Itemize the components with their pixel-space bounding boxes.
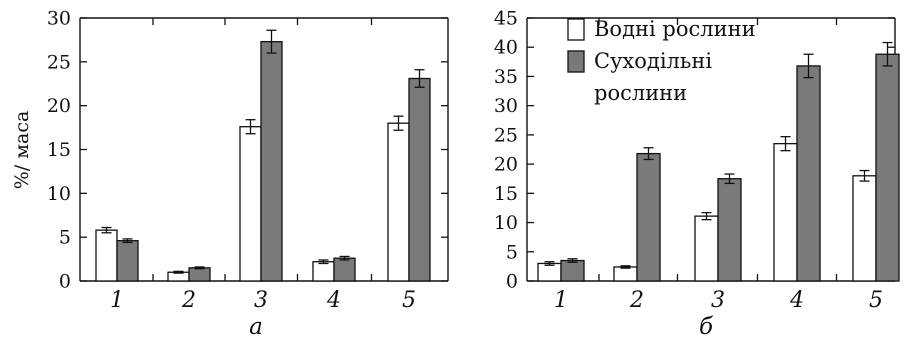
bar — [613, 266, 638, 282]
y-axis-label: %/ маса — [11, 111, 33, 190]
bar — [239, 126, 262, 282]
y-tick-label: 45 — [494, 8, 518, 30]
bar — [116, 240, 139, 282]
x-tick-label: 2 — [629, 288, 644, 313]
bar — [260, 41, 283, 282]
x-tick-label: 1 — [554, 288, 568, 313]
y-tick-label: 15 — [47, 139, 71, 161]
y-tick-label: 25 — [47, 51, 71, 73]
legend-label: Водні рослини — [594, 17, 756, 41]
y-tick-label: 5 — [59, 227, 71, 249]
y-tick-label: 5 — [506, 241, 518, 263]
x-tick-label: 3 — [254, 288, 268, 313]
bar — [188, 267, 211, 282]
y-tick-label: 15 — [494, 183, 518, 205]
legend-label-line2: рослини — [594, 81, 687, 105]
bar — [796, 65, 821, 282]
bar — [408, 77, 431, 282]
x-tick-label: 1 — [110, 288, 124, 313]
x-tick-label: 4 — [789, 288, 804, 313]
x-tick-label: 5 — [402, 288, 416, 313]
bar — [717, 178, 742, 282]
chart-panel-a: 0 5 10 15 20 25 30 1 2 3 4 5 %/ маса а — [11, 8, 449, 340]
bar — [852, 175, 877, 282]
bar — [773, 143, 798, 282]
y-tick-label: 10 — [47, 183, 71, 205]
bar — [537, 262, 562, 282]
y-tick-label: 0 — [506, 271, 518, 293]
x-tick-label: 2 — [181, 288, 196, 313]
legend-label: Суходільні — [594, 49, 712, 73]
panel-label: а — [249, 314, 263, 340]
bar — [636, 152, 661, 282]
panel-label: б — [699, 314, 714, 340]
bar — [694, 215, 719, 282]
x-tick-label: 3 — [711, 288, 725, 313]
bar — [560, 259, 585, 282]
bar — [333, 257, 356, 282]
y-tick-label: 30 — [47, 8, 71, 30]
y-tick-label: 35 — [494, 66, 518, 88]
bar — [387, 122, 410, 282]
bar — [875, 53, 900, 282]
y-tick-label: 40 — [494, 37, 518, 59]
legend: Водні рослини Суходільні рослини — [567, 17, 756, 105]
legend-swatch — [567, 18, 585, 41]
y-tick-label: 20 — [494, 154, 518, 176]
x-tick-label: 4 — [326, 288, 341, 313]
y-tick-label: 10 — [494, 212, 518, 234]
y-tick-label: 0 — [59, 271, 71, 293]
y-tick-label: 30 — [494, 95, 518, 117]
bar — [95, 229, 118, 282]
bar — [312, 261, 335, 282]
y-tick-label: 25 — [494, 124, 518, 146]
legend-swatch — [567, 50, 585, 73]
x-tick-label: 5 — [869, 288, 883, 313]
y-tick-label: 20 — [47, 95, 71, 117]
